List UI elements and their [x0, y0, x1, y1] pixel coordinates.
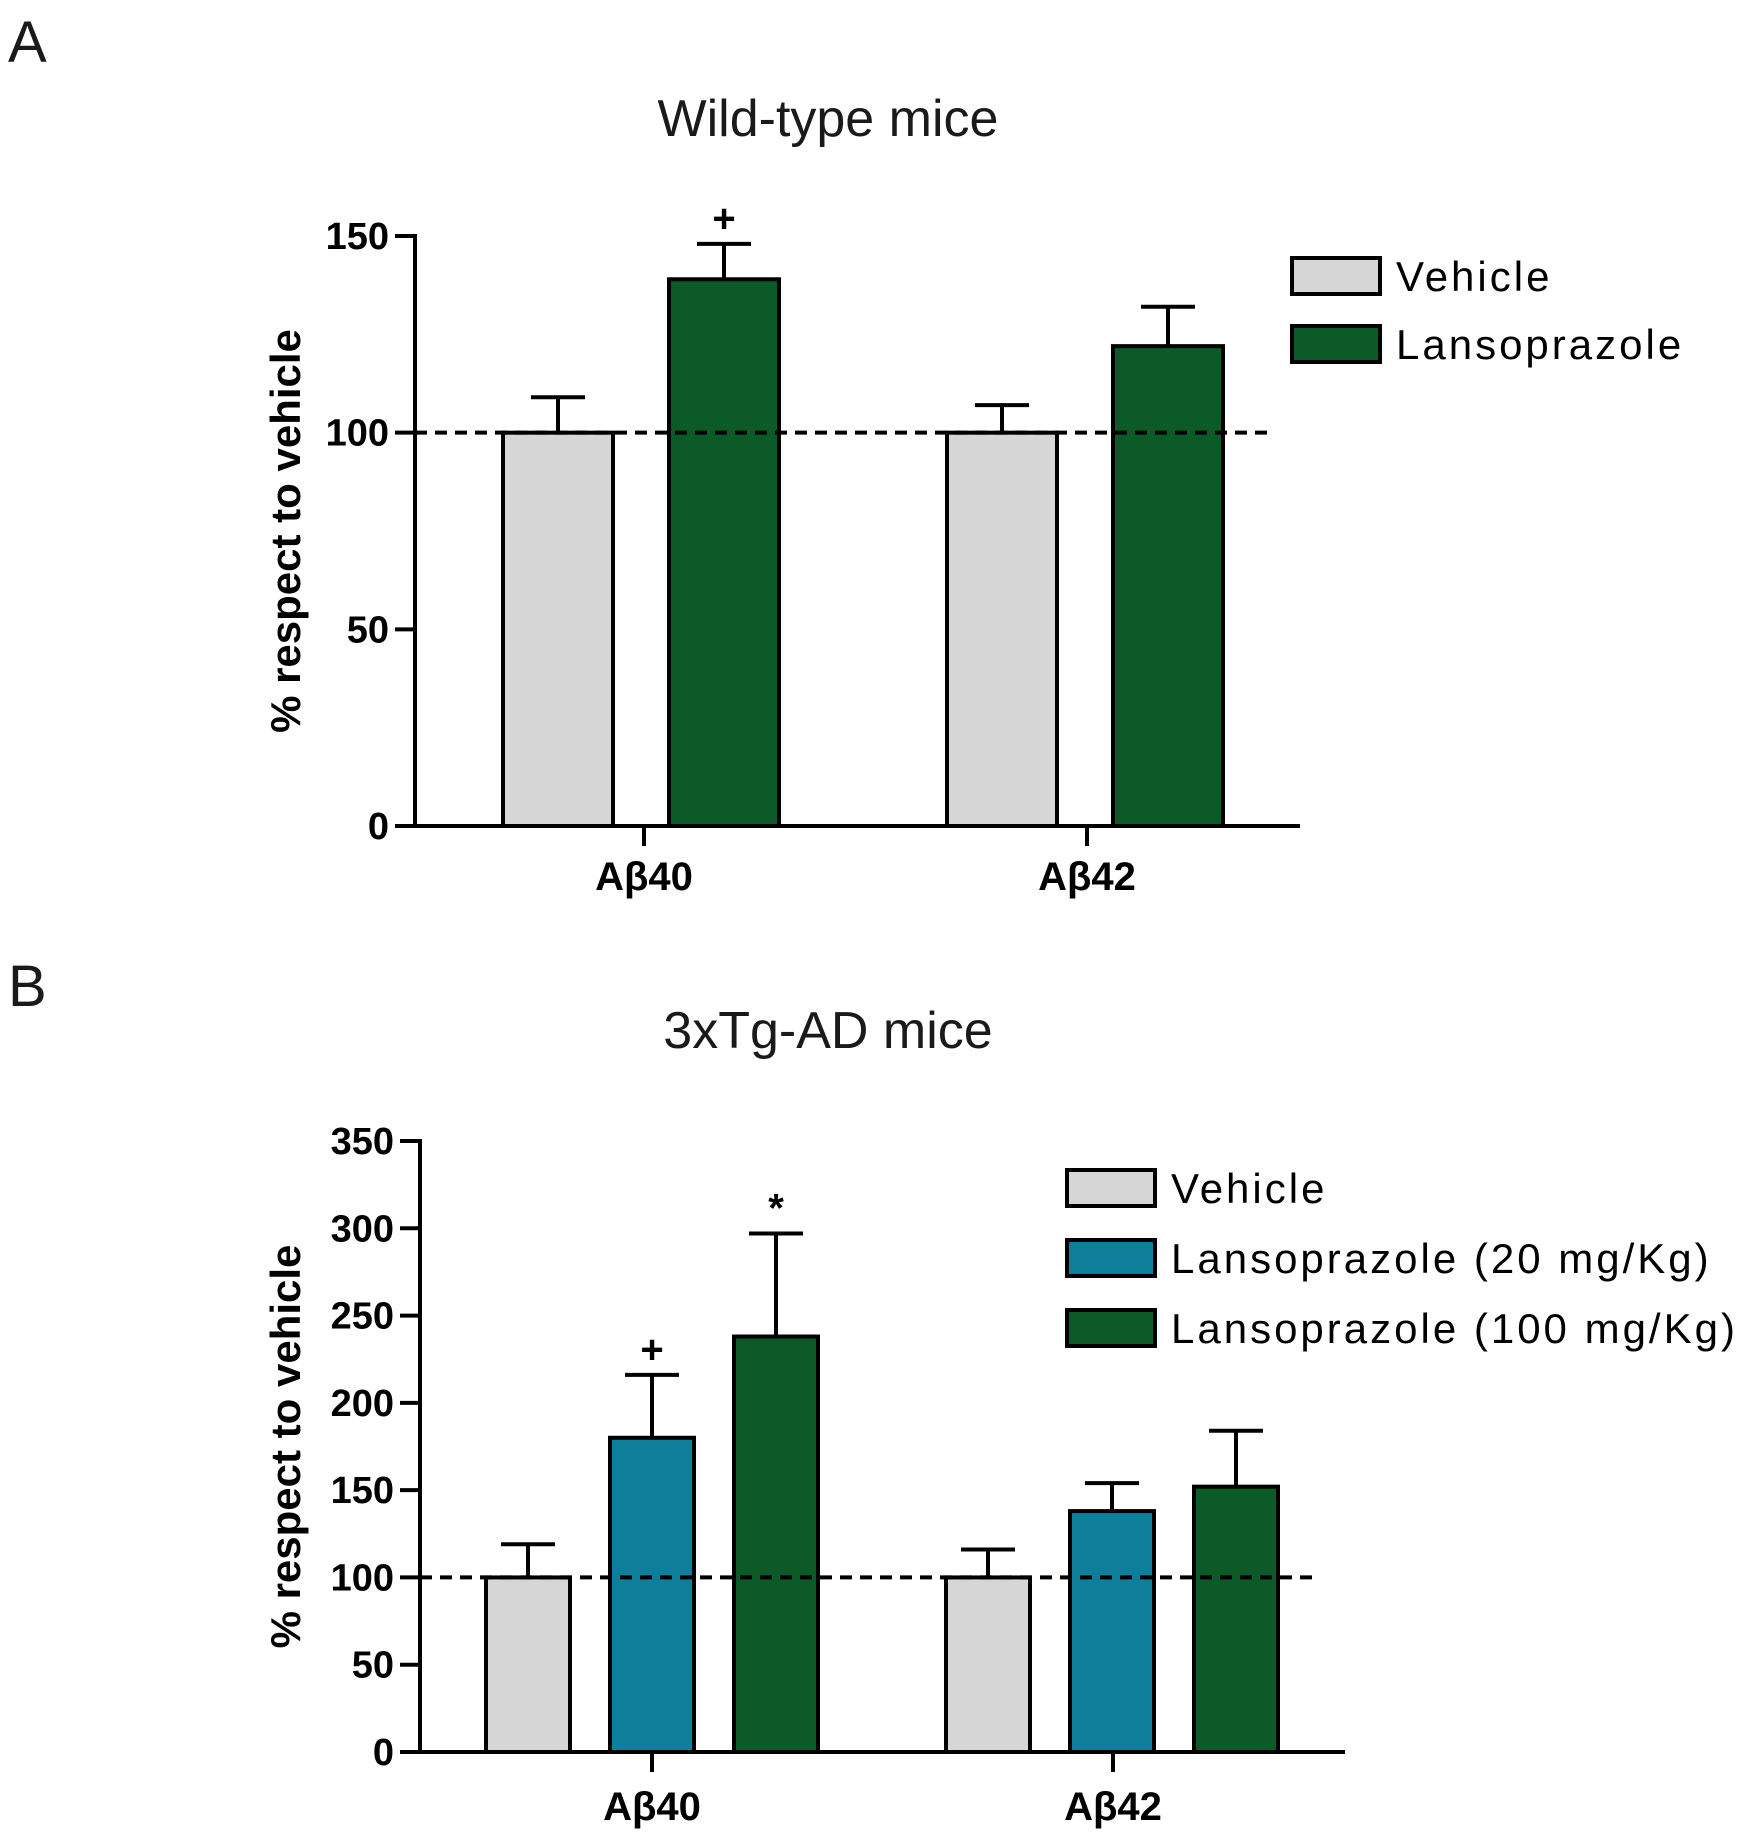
significance-marker: +	[640, 1328, 663, 1372]
y-tick-label: 150	[331, 1470, 394, 1512]
legend-label: Vehicle	[1171, 1165, 1327, 1212]
y-tick-label: 0	[368, 806, 389, 848]
y-tick-label: 350	[331, 1121, 394, 1163]
panel-letter-a: A	[8, 10, 47, 75]
chart-title: Wild-type mice	[658, 90, 999, 148]
y-tick-label: 100	[331, 1557, 394, 1599]
y-tick-label: 100	[326, 413, 389, 455]
y-axis-label: % respect to vehicle	[262, 1245, 309, 1649]
bar	[732, 1334, 820, 1755]
x-tick-label: Aβ40	[603, 1785, 701, 1829]
significance-marker: +	[712, 197, 735, 241]
y-tick-label: 50	[347, 609, 389, 651]
x-tick-label: Aβ42	[1038, 855, 1136, 899]
bar	[1111, 344, 1225, 828]
y-tick-label: 50	[352, 1645, 394, 1687]
x-tick-label: Aβ40	[595, 855, 693, 899]
y-tick-label: 0	[373, 1732, 394, 1774]
bar	[1068, 1509, 1156, 1754]
chart-title: 3xTg-AD mice	[663, 1002, 992, 1060]
panel-letter-b: B	[8, 954, 47, 1019]
legend-label: Vehicle	[1396, 253, 1552, 300]
chart-panel-a: Wild-type mice % respect to vehicle +0 50 10…	[262, 90, 1684, 899]
legend-label: Lansoprazole (100 mg/Kg)	[1171, 1305, 1738, 1352]
x-tick-label: Aβ42	[1064, 1785, 1162, 1829]
significance-marker: *	[768, 1187, 784, 1231]
legend-swatch	[1290, 324, 1382, 364]
bar	[1192, 1484, 1280, 1755]
bar	[484, 1575, 572, 1755]
chart-panel-b: 3xTg-AD mice % respect to vehicle + * 0 50 100…	[262, 1002, 1738, 1829]
y-tick-label: 200	[331, 1383, 394, 1425]
legend-swatch	[1065, 1308, 1157, 1348]
bar	[667, 277, 781, 828]
y-tick-label: 150	[326, 216, 389, 258]
bar	[608, 1435, 696, 1755]
legend-swatch	[1290, 256, 1382, 296]
bar	[945, 430, 1059, 828]
bar	[501, 430, 615, 828]
y-axis-label: % respect to vehicle	[262, 329, 309, 733]
legend-swatch	[1065, 1168, 1157, 1208]
y-tick-label: 300	[331, 1208, 394, 1250]
bar	[944, 1575, 1032, 1755]
legend-swatch	[1065, 1238, 1157, 1278]
legend-label: Lansoprazole (20 mg/Kg)	[1171, 1235, 1712, 1282]
y-tick-label: 250	[331, 1296, 394, 1338]
legend-label: Lansoprazole	[1396, 321, 1684, 368]
